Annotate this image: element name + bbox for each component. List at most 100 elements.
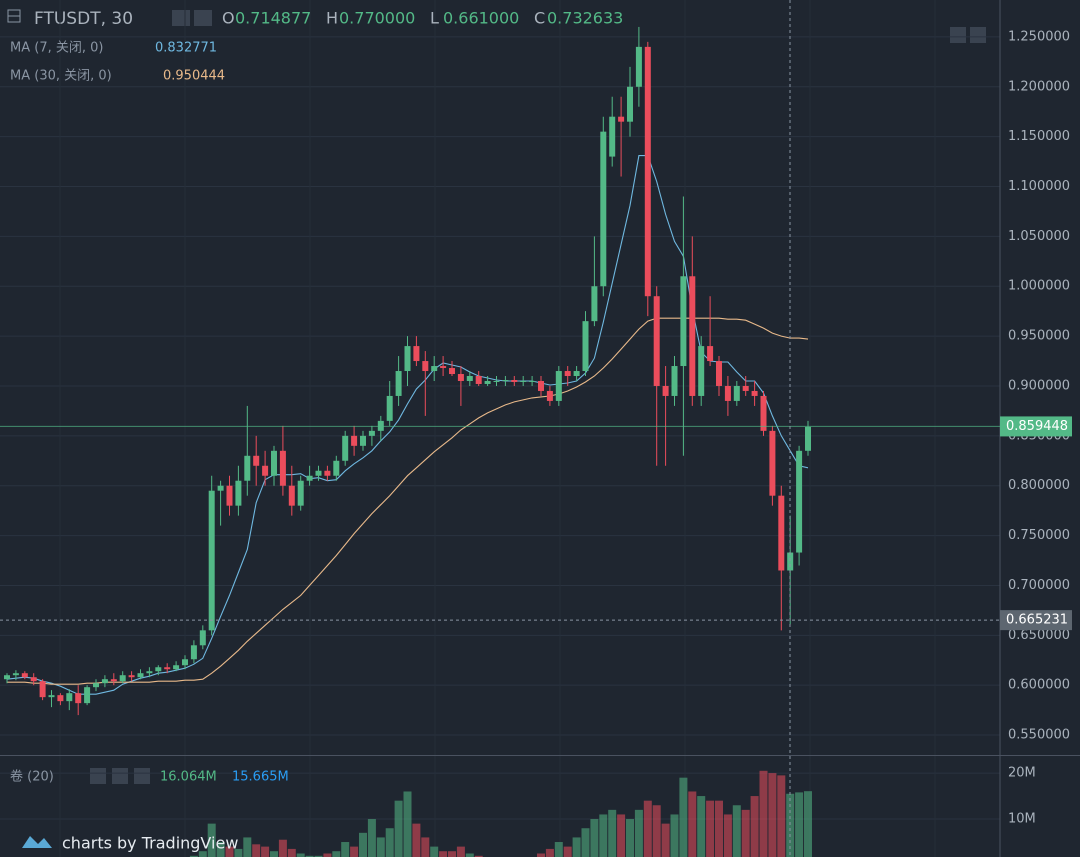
candle-body <box>635 46 642 87</box>
volume-bar <box>216 842 225 857</box>
scroll-up-button[interactable] <box>970 27 986 43</box>
vol-eye-button[interactable] <box>90 768 106 784</box>
volume-bar <box>679 777 688 857</box>
candle-body <box>226 485 233 506</box>
candle-body <box>760 395 767 431</box>
volume-tick-label: 20M <box>1008 766 1036 781</box>
volume-bar <box>430 846 439 857</box>
candle-body <box>751 390 758 396</box>
candle-body <box>546 390 553 401</box>
candle-body <box>30 677 37 682</box>
candle-body <box>4 675 10 680</box>
candle-body <box>662 385 669 396</box>
volume-bar <box>661 823 670 857</box>
volume-bar <box>332 851 341 857</box>
y-tick-label: 0.600000 <box>1008 678 1070 693</box>
volume-bar <box>367 819 376 857</box>
candle-body <box>733 385 740 401</box>
y-tick-label: 0.550000 <box>1008 728 1070 743</box>
candle-body <box>431 366 438 372</box>
ohlc-value: 0.770000 <box>339 9 415 28</box>
volume-bar <box>750 796 759 857</box>
candle-body <box>39 681 46 698</box>
volume-bar <box>572 837 581 857</box>
ohlc-label: C <box>534 9 545 28</box>
candle-body <box>333 460 340 476</box>
candle-body <box>440 366 447 369</box>
y-tick-label: 0.900000 <box>1008 378 1070 393</box>
volume-bar <box>448 851 456 857</box>
eye-button[interactable] <box>172 10 190 26</box>
candle-body <box>57 695 64 702</box>
scroll-down-button[interactable] <box>950 27 966 43</box>
volume-bar <box>207 823 216 857</box>
y-tick-label: 1.200000 <box>1008 79 1070 94</box>
candle-body <box>146 671 153 674</box>
vol-close-button[interactable] <box>134 768 150 784</box>
volume-bar <box>261 846 270 857</box>
volume-tick-label: 10M <box>1008 812 1036 827</box>
volume-bar <box>412 823 421 857</box>
candle-body <box>511 379 518 382</box>
volume-value: 16.064M <box>160 770 217 785</box>
ohlc-label: H <box>326 9 338 28</box>
candle-body <box>386 395 393 421</box>
candle-body <box>190 645 197 660</box>
candle-body <box>529 380 536 382</box>
volume-bar <box>795 792 804 857</box>
volume-bar <box>741 809 750 857</box>
candle-body <box>653 296 660 386</box>
volume-bar <box>296 853 305 857</box>
candle-body <box>368 430 375 436</box>
candle-body <box>787 552 794 571</box>
branding: charts by TradingView <box>62 834 238 853</box>
candle-body <box>342 435 349 461</box>
y-tick-label: 1.050000 <box>1008 229 1070 244</box>
candle-body <box>351 435 358 446</box>
ma-line <box>7 317 809 685</box>
crosshair-label: 0.665231 <box>1006 613 1068 628</box>
volume-bar <box>403 791 412 857</box>
volume-bar <box>305 855 314 857</box>
ma-legend-value: 0.832771 <box>155 41 217 56</box>
volume-bar <box>804 791 812 857</box>
candle-body <box>12 673 19 676</box>
candle-body <box>235 480 242 506</box>
vol-settings-button[interactable] <box>112 768 128 784</box>
volume-bar <box>421 837 430 857</box>
y-tick-label: 1.000000 <box>1008 279 1070 294</box>
candle-body <box>262 465 269 476</box>
volume-bar <box>341 842 350 857</box>
volume-bar <box>323 853 332 857</box>
volume-title: 卷 (20) <box>10 769 54 785</box>
candle-body <box>493 380 500 382</box>
ohlc-label: L <box>430 9 439 28</box>
candle-body <box>520 380 527 382</box>
volume-bar <box>581 828 590 857</box>
volume-bar <box>777 775 786 857</box>
volume-bar <box>243 837 252 857</box>
y-tick-label: 0.950000 <box>1008 329 1070 344</box>
candle-body <box>279 450 286 486</box>
candle-body <box>671 366 678 396</box>
candle-body <box>271 450 277 476</box>
y-tick-label: 0.750000 <box>1008 528 1070 543</box>
y-tick-label: 1.100000 <box>1008 179 1070 194</box>
candle-body <box>769 430 776 496</box>
volume-bar <box>554 842 563 857</box>
candle-body <box>182 659 188 666</box>
candle-body <box>449 368 455 375</box>
candle-body <box>742 385 749 391</box>
volume-bar <box>706 800 715 857</box>
volume-bar <box>359 832 367 857</box>
candle-body <box>689 276 696 396</box>
settings-button[interactable] <box>194 10 212 26</box>
candle-body <box>573 371 580 377</box>
volume-bar <box>252 844 261 857</box>
candle-body <box>707 346 714 362</box>
candle-body <box>164 667 171 670</box>
volume-bar <box>376 837 385 857</box>
volume-bar <box>385 828 394 857</box>
